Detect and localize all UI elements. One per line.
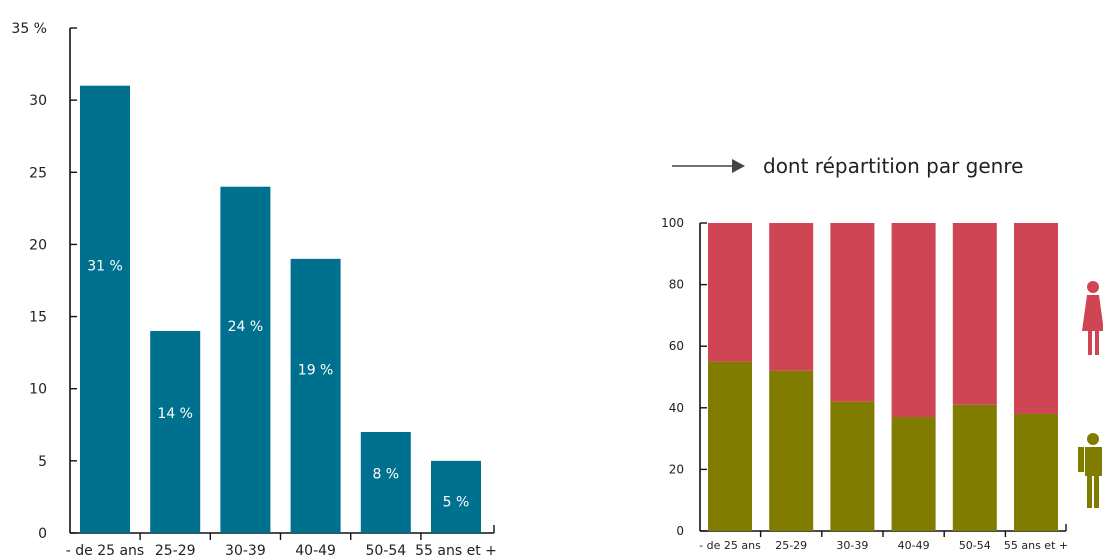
y-tick-label: 0 bbox=[38, 526, 47, 542]
gender-legend bbox=[1078, 281, 1103, 508]
bar bbox=[360, 432, 411, 533]
men-bar-segment bbox=[891, 417, 936, 531]
y-tick-label: 20 bbox=[669, 462, 684, 476]
bar bbox=[150, 331, 201, 533]
x-tick-label: 50-54 bbox=[959, 539, 991, 552]
men-bar-segment bbox=[708, 361, 752, 531]
y-tick-label: 35 % bbox=[11, 21, 47, 37]
age-distribution-chart: 0 5 10 15 20 25 30 35 % 31 % - de 25 ans 14 % 25-29… bbox=[11, 21, 496, 558]
y-tick-label: 80 bbox=[669, 278, 684, 292]
y-tick-label: 40 bbox=[669, 401, 684, 415]
gender-split-chart: 0 20 40 60 80 100 - de 25 ans 25-29 30-39 40-49 50… bbox=[661, 216, 1068, 552]
bar-data-label: 31 % bbox=[87, 259, 123, 275]
x-tick-label: 40-49 bbox=[898, 539, 930, 552]
men-bar-segment bbox=[769, 370, 814, 531]
x-tick-label: 55 ans et + bbox=[1004, 539, 1068, 552]
women-bar-segment bbox=[708, 223, 752, 362]
x-tick-label: 55 ans et + bbox=[415, 543, 497, 558]
y-tick-label: 100 bbox=[661, 216, 684, 230]
gender-split-caption: dont répartition par genre bbox=[763, 154, 1023, 178]
x-tick-label: 30-39 bbox=[225, 543, 266, 558]
y-tick-label: 15 bbox=[29, 310, 47, 326]
gender-annotation: dont répartition par genre bbox=[672, 154, 1023, 178]
bar-data-label: 5 % bbox=[443, 495, 470, 511]
men-bar-segment bbox=[952, 404, 997, 531]
x-tick-label: - de 25 ans bbox=[66, 543, 144, 558]
x-tick-label: 30-39 bbox=[836, 539, 868, 552]
bar bbox=[220, 186, 271, 533]
bar bbox=[290, 258, 341, 533]
y-tick-label: 30 bbox=[29, 93, 47, 109]
x-tick-label: - de 25 ans bbox=[699, 539, 761, 552]
bar bbox=[80, 85, 130, 533]
y-tick-label: 60 bbox=[669, 339, 684, 353]
men-bar-segment bbox=[830, 401, 875, 531]
bar-data-label: 24 % bbox=[228, 319, 264, 335]
x-tick-label: 25-29 bbox=[775, 539, 807, 552]
bar bbox=[431, 460, 481, 533]
bar-data-label: 8 % bbox=[372, 466, 399, 482]
bar-data-label: 14 % bbox=[157, 406, 193, 422]
women-bar-segment bbox=[769, 223, 814, 371]
woman-icon bbox=[1082, 281, 1103, 355]
y-tick-label: 0 bbox=[676, 524, 684, 538]
women-bar-segment bbox=[1014, 223, 1058, 414]
x-tick-label: 25-29 bbox=[155, 543, 196, 558]
men-bar-segment bbox=[1014, 413, 1058, 531]
y-tick-label: 5 bbox=[38, 454, 47, 470]
x-tick-label: 40-49 bbox=[295, 543, 336, 558]
y-tick-label: 25 bbox=[29, 165, 47, 181]
women-bar-segment bbox=[830, 223, 875, 402]
bar-data-label: 19 % bbox=[298, 363, 334, 379]
women-bar-segment bbox=[952, 223, 997, 405]
man-icon bbox=[1078, 433, 1102, 508]
women-bar-segment bbox=[891, 223, 936, 418]
x-tick-label: 50-54 bbox=[365, 543, 406, 558]
y-tick-label: 20 bbox=[29, 237, 47, 253]
arrow-head-icon bbox=[732, 159, 745, 173]
y-tick-label: 10 bbox=[29, 382, 47, 398]
